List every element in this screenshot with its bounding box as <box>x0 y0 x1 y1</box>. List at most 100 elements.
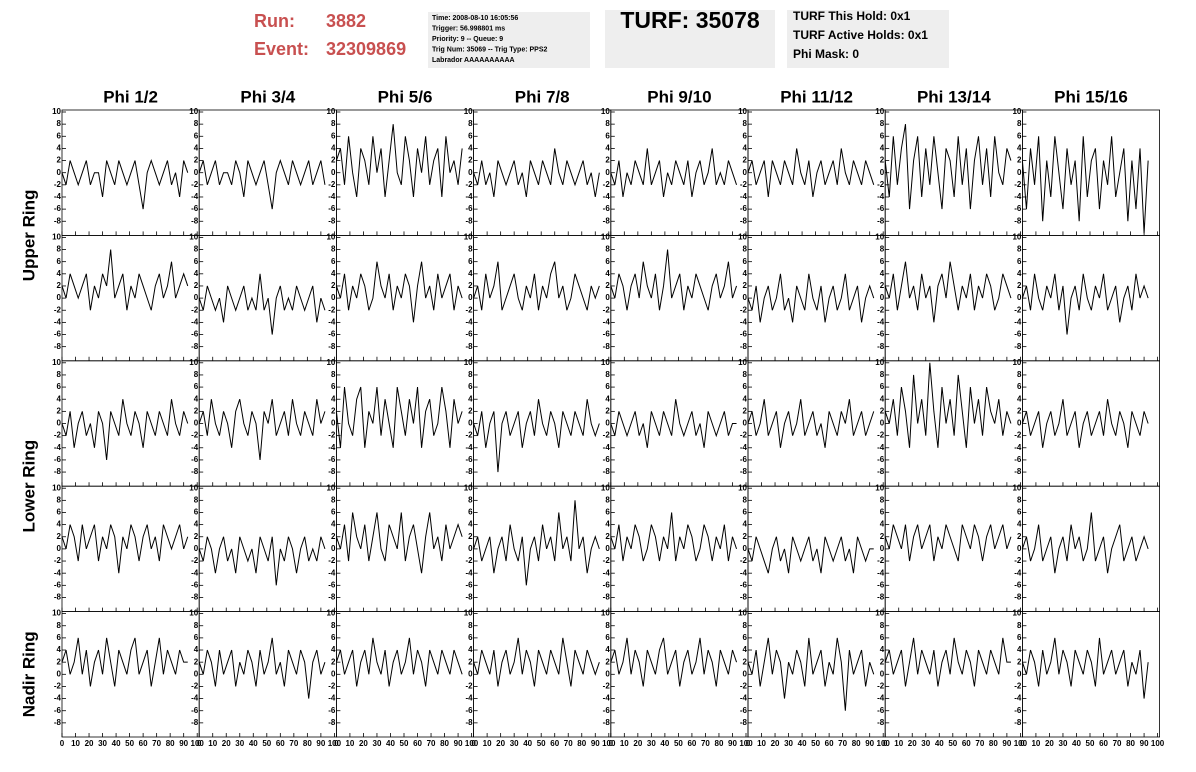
y-tick-label: -2 <box>603 180 611 189</box>
x-tick-label: 90 <box>179 739 188 748</box>
y-tick-label: -4 <box>740 694 748 703</box>
y-tick-label: 6 <box>1017 131 1022 140</box>
x-tick-label: 20 <box>633 739 642 748</box>
y-tick-label: 4 <box>880 394 885 403</box>
y-tick-label: 6 <box>194 633 199 642</box>
waveform <box>198 536 326 586</box>
y-tick-label: 4 <box>743 520 748 529</box>
y-tick-label: 6 <box>1017 508 1022 517</box>
y-tick-label: 4 <box>1017 520 1022 529</box>
x-tick-label: 0 <box>609 739 614 748</box>
waveform <box>610 399 737 448</box>
x-tick-label: 70 <box>427 739 436 748</box>
y-tick-label: 4 <box>194 645 199 654</box>
panel-frame <box>1022 485 1161 613</box>
x-tick-label: 50 <box>125 739 134 748</box>
x-tick-label: 30 <box>373 739 382 748</box>
y-tick-label: -8 <box>54 593 62 602</box>
turf-status-line: TURF Active Holds: 0x1 <box>793 28 928 42</box>
y-tick-label: 10 <box>601 483 610 492</box>
y-tick-label: 8 <box>743 245 748 254</box>
y-tick-label: 6 <box>468 257 473 266</box>
x-tick-label: 30 <box>98 739 107 748</box>
x-tick-label: 100 <box>191 739 205 748</box>
waveform <box>1021 273 1149 335</box>
panel-frame <box>61 234 200 362</box>
waveform <box>747 273 875 323</box>
x-tick-label: 90 <box>1140 739 1149 748</box>
y-tick-label: 4 <box>468 269 473 278</box>
y-tick-label: 4 <box>331 144 336 153</box>
y-tick-label: 2 <box>1017 281 1022 290</box>
y-tick-label: -4 <box>191 317 199 326</box>
y-tick-label: -8 <box>1014 467 1022 476</box>
y-tick-label: 10 <box>464 233 473 242</box>
y-tick-label: 0 <box>194 419 199 428</box>
y-tick-label: -6 <box>1014 706 1022 715</box>
y-tick-label: 4 <box>194 144 199 153</box>
x-tick-label: 50 <box>948 739 957 748</box>
x-tick-label: 40 <box>1072 739 1081 748</box>
y-tick-label: 8 <box>743 119 748 128</box>
y-tick-label: -2 <box>328 431 336 440</box>
panel-frame <box>747 234 886 362</box>
x-tick-label: 40 <box>523 739 532 748</box>
panel-frame <box>198 611 337 738</box>
y-tick-label: -8 <box>328 216 336 225</box>
y-tick-label: -8 <box>54 342 62 351</box>
y-tick-label: 2 <box>57 657 62 666</box>
x-tick-label: 60 <box>550 739 559 748</box>
y-tick-label: 6 <box>605 257 610 266</box>
y-tick-label: -6 <box>191 580 199 589</box>
waveform <box>1021 399 1149 448</box>
y-tick-label: 2 <box>331 406 336 415</box>
y-tick-label: -2 <box>328 682 336 691</box>
y-tick-label: -2 <box>603 682 611 691</box>
y-tick-label: -6 <box>328 330 336 339</box>
x-tick-label: 0 <box>746 739 751 748</box>
x-tick-label: 80 <box>1126 739 1135 748</box>
panel-frame <box>335 611 474 738</box>
y-tick-label: -8 <box>328 342 336 351</box>
y-tick-label: -6 <box>877 706 885 715</box>
y-tick-label: 10 <box>875 483 884 492</box>
y-tick-label: 2 <box>331 657 336 666</box>
y-tick-label: -4 <box>877 568 885 577</box>
x-tick-label: 40 <box>386 739 395 748</box>
info-line: Labrador AAAAAAAAAA <box>432 57 515 64</box>
y-tick-label: -6 <box>603 204 611 213</box>
panel-frame <box>473 485 612 613</box>
y-tick-label: -4 <box>603 694 611 703</box>
y-tick-label: 6 <box>743 382 748 391</box>
info-line: Time: 2008-08-10 16:05:56 <box>432 15 518 22</box>
x-tick-label: 90 <box>728 739 737 748</box>
y-tick-label: -2 <box>465 180 473 189</box>
x-tick-label: 0 <box>471 739 476 748</box>
x-tick-label: 20 <box>222 739 231 748</box>
panel-frame <box>335 485 474 613</box>
y-tick-label: 0 <box>468 544 473 553</box>
y-tick-label: 6 <box>331 633 336 642</box>
y-tick-label: 4 <box>194 520 199 529</box>
y-tick-label: -8 <box>877 467 885 476</box>
y-tick-label: 0 <box>880 669 885 678</box>
waveform <box>1021 637 1149 699</box>
y-tick-label: 6 <box>331 257 336 266</box>
y-tick-label: 8 <box>331 245 336 254</box>
y-tick-label: 2 <box>880 532 885 541</box>
y-tick-label: -6 <box>1014 580 1022 589</box>
waveform <box>884 524 1012 562</box>
y-tick-label: -4 <box>54 317 62 326</box>
y-tick-label: 4 <box>605 520 610 529</box>
x-tick-label: 50 <box>811 739 820 748</box>
y-tick-label: -6 <box>1014 330 1022 339</box>
y-tick-label: 10 <box>1012 358 1021 367</box>
y-tick-label: 10 <box>875 358 884 367</box>
y-tick-label: 2 <box>331 532 336 541</box>
waveform <box>747 399 875 448</box>
y-tick-label: -2 <box>603 305 611 314</box>
y-tick-label: 4 <box>194 269 199 278</box>
y-tick-label: 6 <box>57 508 62 517</box>
y-tick-label: 4 <box>743 394 748 403</box>
turf-status-lines: TURF This Hold: 0x1 TURF Active Holds: 0x… <box>793 9 928 61</box>
